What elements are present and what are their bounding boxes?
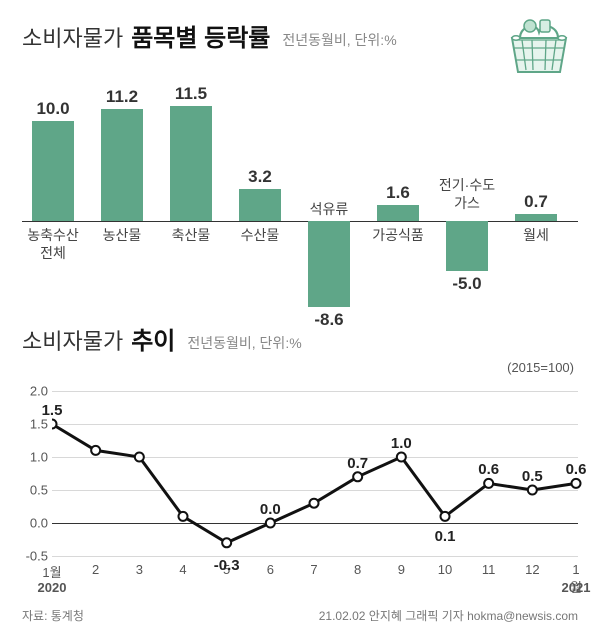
- bar-group: 0.7 월세: [507, 71, 565, 301]
- line-title-prefix: 소비자물가: [22, 324, 123, 356]
- bar-label: 농산물: [93, 227, 151, 245]
- bar: [170, 106, 212, 221]
- bar-chart: 10.0농축수산 전체11.2농산물11.5축산물3.2수산물-8.6석유류1.…: [22, 71, 578, 301]
- bar-value: 10.0: [24, 99, 82, 119]
- bar-group: 3.2 수산물: [231, 71, 289, 301]
- bar-group: 11.5 축산물: [162, 71, 220, 301]
- point-label: 0.0: [260, 501, 281, 518]
- bar-value: 3.2: [231, 167, 289, 187]
- y-axis-label: 2.0: [18, 384, 48, 399]
- bar: [101, 109, 143, 221]
- bar-title-main: 품목별 등락률: [131, 18, 270, 53]
- bar-group: -8.6석유류: [300, 71, 358, 301]
- line-title-unit: 전년동월비, 단위:%: [187, 333, 301, 356]
- point-label: 0.6: [566, 461, 587, 478]
- bar: [308, 221, 350, 307]
- bar-value: -5.0: [438, 274, 496, 294]
- bar-upper-label: 전기·수도 가스: [438, 177, 496, 212]
- bar-group: -5.0 전기·수도 가스: [438, 71, 496, 301]
- bar-value: 1.6: [369, 183, 427, 203]
- bar-label: 월세: [507, 227, 565, 245]
- point-label: 0.6: [478, 461, 499, 478]
- y-axis-label: 0.5: [18, 483, 48, 498]
- bar: [239, 189, 281, 221]
- line-chart-note: (2015=100): [22, 360, 574, 375]
- bar-group: 10.0 농축수산 전체: [24, 71, 82, 301]
- line-title-main: 추이: [131, 321, 175, 356]
- bar-title-unit: 전년동월비, 단위:%: [282, 30, 396, 53]
- point-label: 1.0: [391, 435, 412, 452]
- line-chart: -0.50.00.51.01.52.01월234567891011121월202…: [22, 381, 578, 591]
- footer: 자료: 통계청 21.02.02 안지혜 그래픽 기자 hokma@newsis…: [22, 607, 578, 624]
- point-label: 0.7: [347, 455, 368, 472]
- point-label: -0.3: [214, 557, 240, 574]
- bar-value: 11.5: [162, 84, 220, 104]
- bar-label: 농축수산 전체: [24, 227, 82, 262]
- bar-label: 석유류: [300, 201, 358, 219]
- bar-group: 1.6 가공식품: [369, 71, 427, 301]
- point-label: 0.5: [522, 468, 543, 485]
- point-label: 0.1: [435, 528, 456, 545]
- credit-text: 21.02.02 안지혜 그래픽 기자 hokma@newsis.com: [319, 607, 578, 624]
- bar: [32, 121, 74, 221]
- bar-title-prefix: 소비자물가: [22, 21, 123, 53]
- bar-value: 11.2: [93, 87, 151, 107]
- bar-chart-title: 소비자물가 품목별 등락률 전년동월비, 단위:%: [22, 18, 578, 53]
- source-text: 자료: 통계청: [22, 607, 84, 624]
- x-axis-year-label: 2021: [562, 580, 591, 595]
- bar-label: 가공식품: [369, 227, 427, 245]
- bar-group: 11.2 농산물: [93, 71, 151, 301]
- bar-value: 0.7: [507, 192, 565, 212]
- bar-label: 수산물: [231, 227, 289, 245]
- y-axis-label: 1.0: [18, 450, 48, 465]
- bar: [515, 214, 557, 221]
- bar: [446, 221, 488, 271]
- bar: [377, 205, 419, 221]
- bar-label: 축산물: [162, 227, 220, 245]
- point-label: 1.5: [42, 402, 63, 419]
- x-axis-year-label: 2020: [38, 580, 67, 595]
- bar-value: -8.6: [300, 310, 358, 330]
- y-axis-label: 0.0: [18, 516, 48, 531]
- line-plot: [52, 381, 588, 568]
